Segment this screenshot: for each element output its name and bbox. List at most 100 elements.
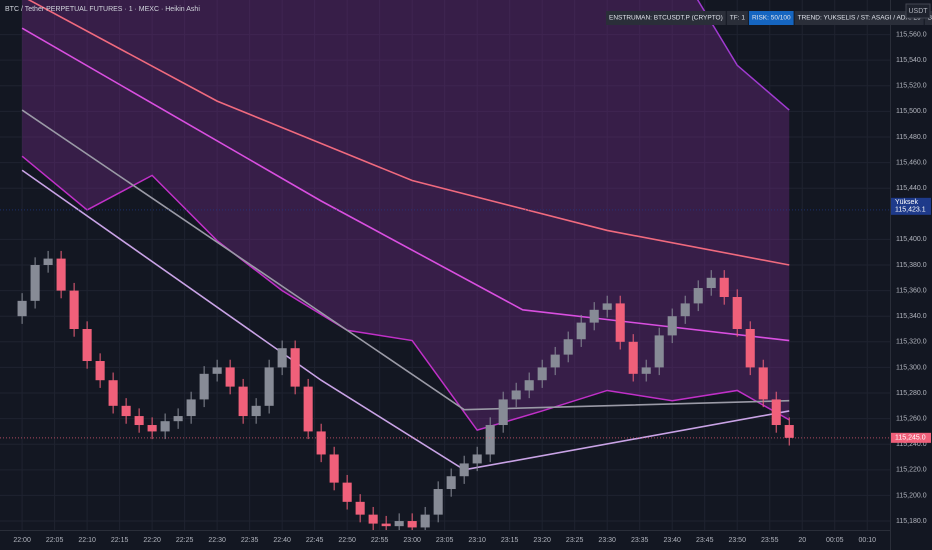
x-tick-label: 23:05 [436,537,454,544]
candle-body [407,521,417,528]
candle-body [693,288,703,304]
candle-body [472,454,482,464]
candle-body [524,380,534,391]
x-tick-label: 22:00 [13,537,31,544]
currency-box [905,3,931,19]
price-badge-label: 115,423.1 [895,207,926,214]
x-tick-label: 23:25 [566,537,584,544]
candle-body [251,405,261,417]
x-tick-label: 22:30 [208,537,226,544]
y-tick-label: 115,520.0 [896,83,927,90]
x-tick-label: 23:45 [696,537,714,544]
candle-body [550,354,560,368]
x-tick-label: 23:55 [761,537,779,544]
y-tick-label: 115,320.0 [896,339,927,346]
candle-body [420,514,430,528]
y-tick-label: 115,460.0 [896,159,927,166]
chart-title: BTC / Tether PERPETUAL FUTURES · 1 · MEX… [5,6,200,13]
candle-body [303,386,313,432]
candle-body [511,390,521,400]
info-cell-bg [726,11,748,25]
candle-body [563,339,573,355]
candle-body [485,425,495,455]
candle-body [628,341,638,374]
y-tick-label: 115,260.0 [896,415,927,422]
candle-body [121,405,131,417]
candle-body [706,277,716,289]
indicator-line [21,169,790,471]
badge-label: Yüksek [895,199,918,206]
candle-body [433,489,443,515]
candle-body [186,399,196,417]
candle-body [745,329,755,368]
x-tick-label: 23:15 [501,537,519,544]
candle-body [173,416,183,422]
y-tick-label: 115,380.0 [896,262,927,269]
candle-body [758,367,768,400]
candle-body [732,297,742,330]
candle-body [589,309,599,323]
x-tick-label: 23:35 [631,537,649,544]
y-tick-label: 115,500.0 [896,108,927,115]
info-cell-bg [606,11,726,25]
candle-body [264,367,274,406]
x-tick-label: 22:50 [338,537,356,544]
y-tick-label: 115,240.0 [896,441,927,448]
x-tick-label: 22:35 [241,537,259,544]
x-tick-label: 22:05 [46,537,64,544]
candle-body [576,322,586,340]
x-tick-label: 22:20 [143,537,161,544]
indicator-line [21,109,790,411]
x-tick-label: 22:45 [306,537,324,544]
indicator-line [27,0,790,266]
candle-body [641,367,651,374]
x-tick-label: 23:50 [728,537,746,544]
candle-body [277,348,287,368]
candle-body [615,303,625,342]
candle-body [17,300,27,317]
candle-body [719,277,729,298]
x-tick-label: 00:05 [826,537,844,544]
candle-body [537,367,547,381]
candle-body [95,361,105,381]
y-tick-label: 115,220.0 [896,467,927,474]
candle-body [368,514,378,524]
plot-area [0,0,890,530]
y-tick-label: 115,300.0 [896,364,927,371]
info-cell: TF: 1 [730,15,746,22]
candle-body [667,316,677,336]
x-tick-label: 23:30 [598,537,616,544]
candle-body [43,258,53,265]
currency: USDT [908,8,928,15]
info-cell-bg [748,11,794,25]
y-tick-label: 115,280.0 [896,390,927,397]
band-lower [21,155,790,432]
y-tick-label: 115,540.0 [896,57,927,64]
info-cell-bg [794,11,924,25]
candle-body [69,290,79,330]
x-tick-label: 22:25 [176,537,194,544]
info-table: ENSTRUMAN: BTCUSDT.P (CRYPTO) TF: 1 RISK: … [606,11,932,25]
candle-body [446,476,456,490]
y-tick-label: 115,180.0 [896,518,927,525]
candle-body [654,335,664,368]
indicator-line [21,27,790,342]
candle-body [784,425,794,438]
candle-body [238,386,248,417]
x-tick-label: 22:15 [111,537,129,544]
x-tick-label: 23:20 [533,537,551,544]
info-cell: ENSTRUMAN: BTCUSDT.P (CRYPTO) [609,15,723,22]
info-cell: TREND: YUKSELIS / ST: ASAGI / ADX: 26 [798,15,921,22]
y-tick-label: 115,340.0 [896,313,927,320]
y-tick-label: 115,480.0 [896,134,927,141]
candle-body [30,265,40,301]
candle-body [212,367,222,374]
y-tick-label: 115,360.0 [896,287,927,294]
y-tick-label: 115,440.0 [896,185,927,192]
y-tick-label: 115,400.0 [896,236,927,243]
x-tick-label: 23:00 [403,537,421,544]
y-tick-label: 115,560.0 [896,31,927,38]
candle-body [680,303,690,317]
